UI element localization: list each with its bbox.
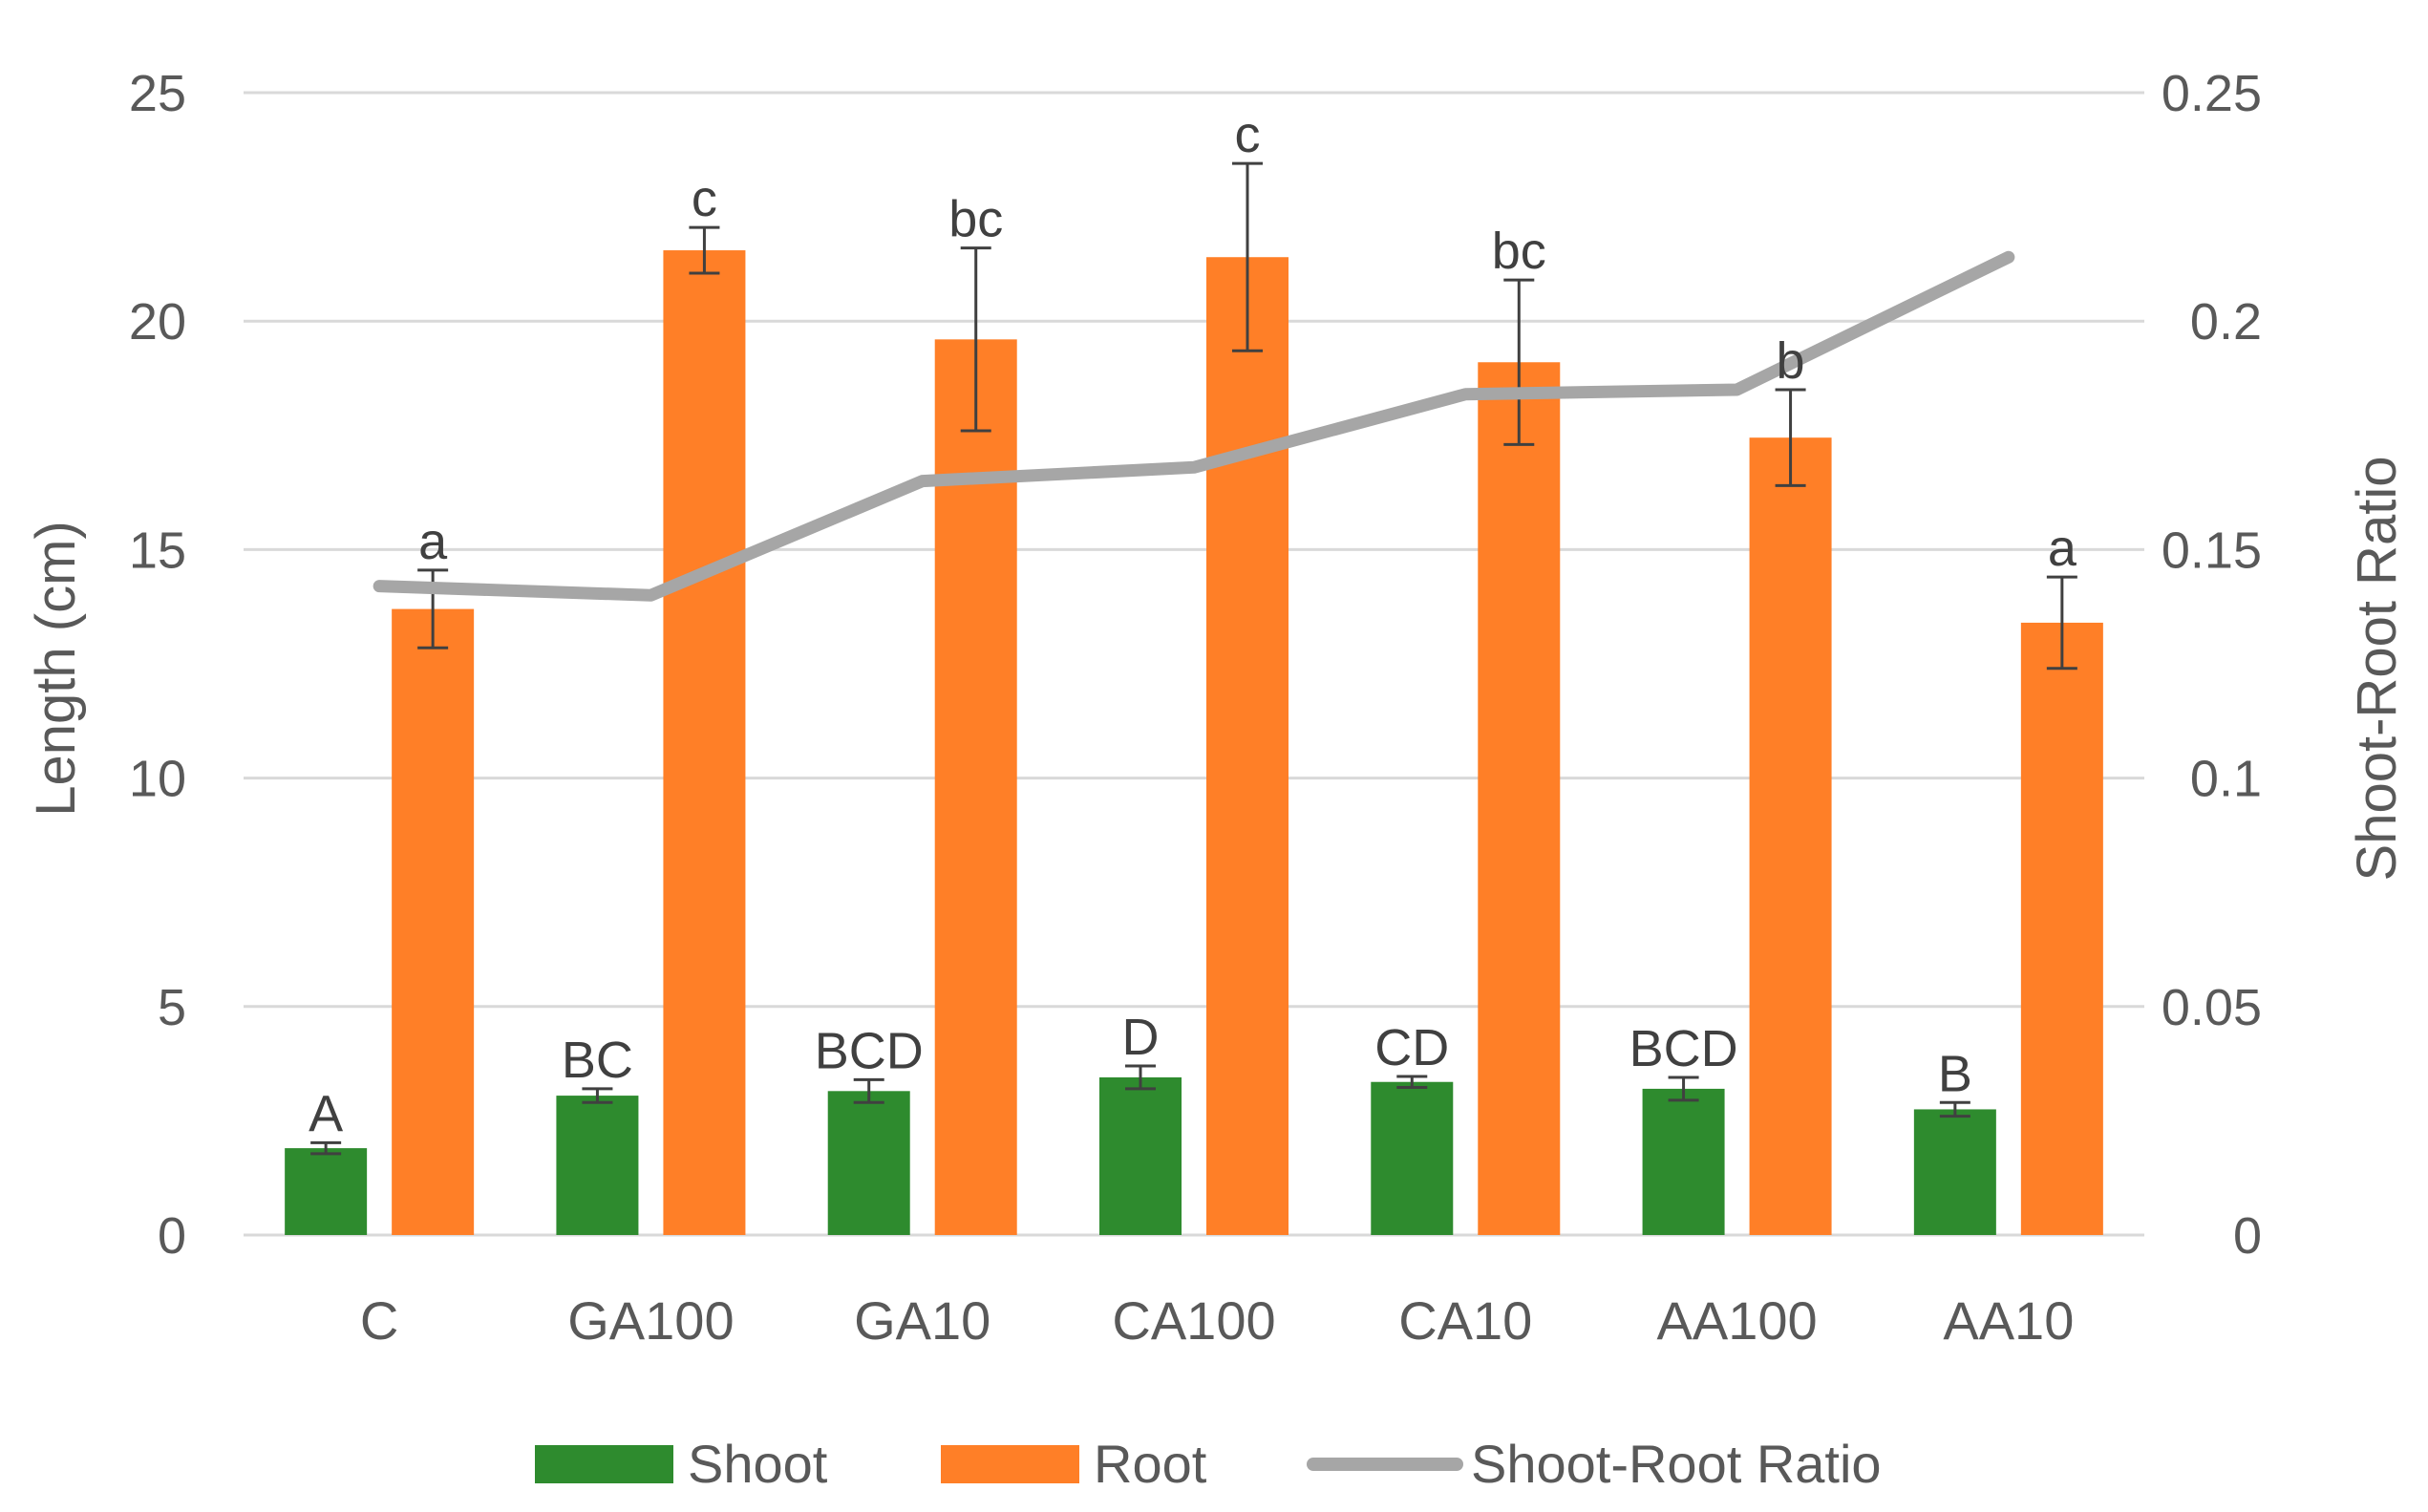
y2-tick-label: 0.1: [2190, 751, 2262, 808]
y-tick-label: 5: [158, 979, 186, 1036]
category-label: CA10: [1398, 1290, 1532, 1351]
significance-label-shoot: BC: [562, 1032, 633, 1089]
y-tick-label: 15: [129, 522, 186, 579]
significance-label-root: bc: [948, 191, 1003, 248]
significance-label-shoot: CD: [1374, 1019, 1449, 1076]
bar-root: [392, 608, 475, 1235]
category-label: C: [360, 1290, 398, 1351]
bar-root: [663, 250, 746, 1236]
significance-labels: Aa BC c BCD bc Dc CD bc BCD b Ba: [309, 106, 2077, 1142]
significance-label-root: b: [1777, 332, 1805, 390]
significance-label-root: a: [2048, 520, 2077, 577]
legend-swatch-root: [941, 1445, 1079, 1483]
category-labels: C GA100 GA10 CA100 CA10 AA100 AA10: [360, 1290, 2074, 1351]
y2-tick-label: 0.15: [2162, 522, 2262, 579]
significance-label-shoot: BCD: [815, 1022, 924, 1079]
bar-root: [1749, 437, 1832, 1235]
significance-label-root: c: [692, 170, 717, 227]
category-label: AA10: [1943, 1290, 2074, 1351]
category-label: GA10: [854, 1290, 990, 1351]
bar-shoot: [1642, 1088, 1725, 1235]
bar-root: [1206, 257, 1289, 1235]
category-label: AA100: [1657, 1290, 1818, 1351]
y-tick-label: 20: [129, 293, 186, 351]
legend-swatch-shoot: [535, 1445, 673, 1483]
significance-label-root: a: [418, 513, 448, 570]
y2-tick-label: 0: [2233, 1207, 2262, 1265]
y2-tick-label: 0.2: [2190, 293, 2262, 351]
right-axis-ticks: 0 0.05 0.1 0.15 0.2 0.25: [2162, 65, 2262, 1265]
significance-label-shoot: BCD: [1629, 1020, 1738, 1077]
y-tick-label: 25: [129, 65, 186, 122]
significance-label-shoot: A: [309, 1085, 343, 1142]
bar-shoot: [285, 1148, 368, 1235]
ratio-line: [373, 250, 2015, 602]
error-bars: [310, 161, 2077, 1156]
y-tick-label: 10: [129, 751, 186, 808]
bar-shoot: [1371, 1081, 1454, 1235]
bar-root: [2020, 622, 2103, 1235]
significance-label-shoot: B: [1938, 1045, 1972, 1102]
category-label: GA100: [567, 1290, 734, 1351]
left-axis-ticks: 0 5 10 15 20 25: [129, 65, 186, 1265]
bar-shoot: [1913, 1109, 1996, 1235]
legend: Shoot Root Shoot-Root Ratio: [535, 1434, 1882, 1494]
bar-root: [934, 339, 1017, 1235]
legend-label-root: Root: [1094, 1434, 1207, 1494]
bars: [285, 250, 2103, 1236]
right-axis-title: Shoot-Root Ratio: [2346, 457, 2408, 882]
legend-label-ratio: Shoot-Root Ratio: [1471, 1434, 1882, 1494]
ratio-series-line: [373, 250, 2015, 602]
bar-root: [1478, 362, 1561, 1236]
category-label: CA100: [1112, 1290, 1275, 1351]
y2-tick-label: 0.05: [2162, 979, 2262, 1036]
bar-shoot: [827, 1091, 910, 1235]
bar-shoot: [556, 1096, 639, 1235]
significance-label-root: c: [1235, 106, 1261, 163]
y2-tick-label: 0.25: [2162, 65, 2262, 122]
left-axis-title: Length (cm): [25, 521, 87, 816]
significance-label-shoot: D: [1122, 1009, 1160, 1066]
y-tick-label: 0: [158, 1207, 186, 1265]
gridlines: [244, 91, 2144, 1237]
significance-label-root: bc: [1492, 223, 1546, 280]
bar-shoot: [1099, 1076, 1182, 1235]
legend-label-shoot: Shoot: [688, 1434, 828, 1494]
